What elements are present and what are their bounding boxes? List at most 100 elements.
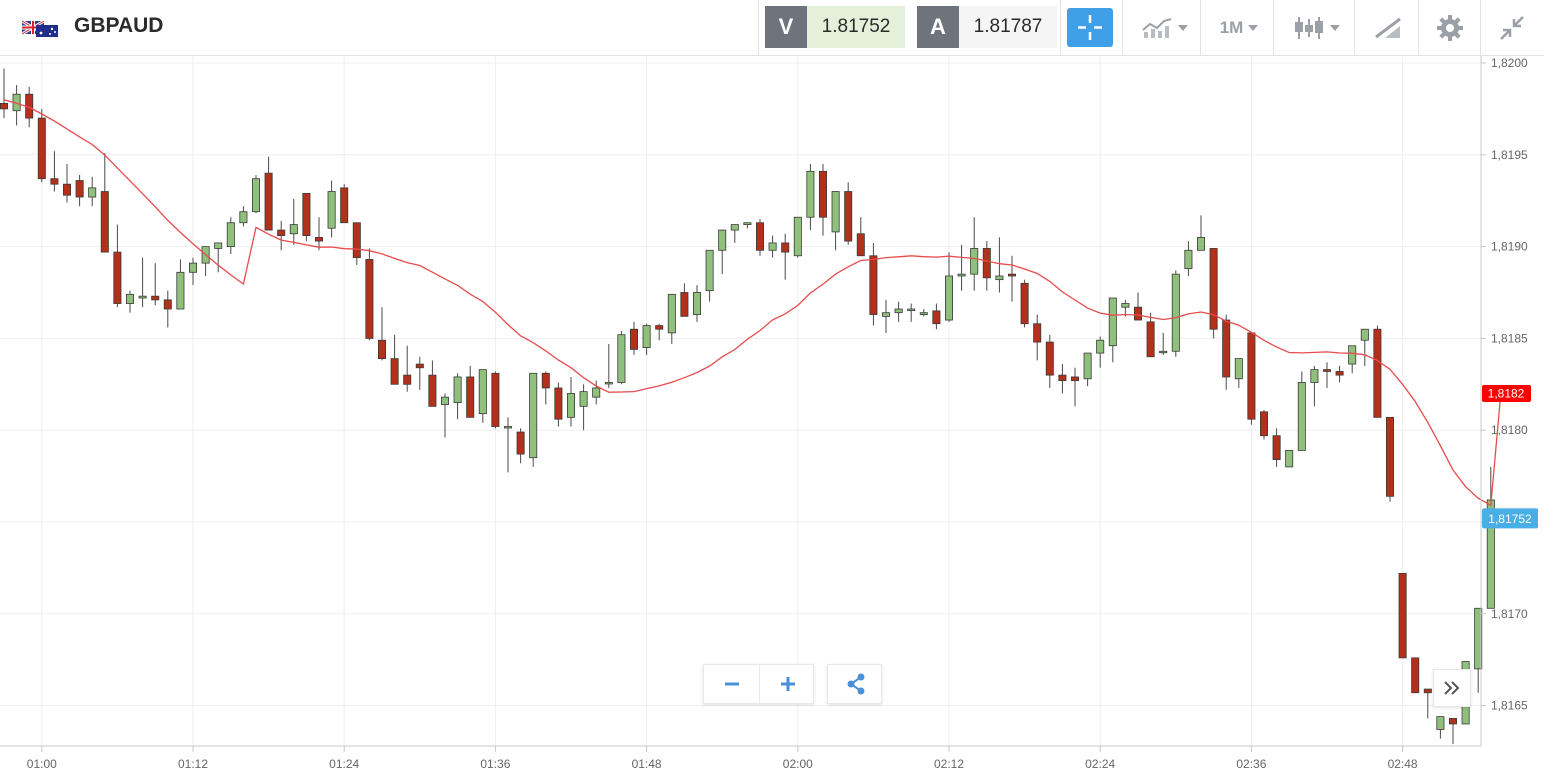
price-chart[interactable]: 1,82001,81951,81901,81851,81801,81751,81…	[0, 56, 1544, 783]
candle-body-down	[37, 117, 46, 180]
crosshair-icon	[1078, 15, 1102, 40]
candle-body-up	[995, 275, 1004, 281]
moving-average-line	[3, 99, 1502, 507]
toolbar-divider	[1480, 0, 1481, 56]
candle-body-down	[541, 372, 550, 389]
candle-body-down	[415, 363, 424, 369]
candle-body-up	[604, 382, 613, 385]
current-price-label: 1,81752	[1488, 512, 1532, 526]
candle-body-up	[970, 248, 979, 275]
chart-type-button[interactable]	[1130, 0, 1198, 56]
crosshair-button[interactable]	[1067, 8, 1113, 47]
chart-grid	[0, 56, 1481, 746]
candle-body-down	[1449, 718, 1458, 725]
candle	[0, 68, 8, 119]
time-tick-label: 02:24	[1085, 757, 1115, 771]
candle	[1146, 312, 1155, 358]
candle	[377, 307, 386, 361]
toolbar-divider	[758, 0, 759, 56]
share-icon-wrap	[828, 665, 883, 703]
candle	[1386, 416, 1395, 502]
candle-body-up	[894, 308, 903, 314]
candle	[768, 235, 777, 258]
candle-body-down	[264, 172, 273, 231]
zoom-in-button[interactable]	[760, 665, 815, 703]
candle	[239, 206, 248, 227]
candle-body-up	[188, 262, 197, 273]
zoom-divider	[759, 665, 760, 703]
candle	[251, 174, 260, 214]
candle	[541, 371, 550, 405]
candle	[188, 257, 197, 286]
chart-type-icon	[1141, 18, 1171, 38]
candle-body-down	[655, 325, 664, 330]
candle	[730, 224, 739, 243]
candle	[1083, 352, 1092, 387]
candle-body-down	[819, 170, 828, 218]
candle	[1373, 325, 1382, 418]
candle-body-down	[516, 431, 525, 455]
candle-body-up	[1197, 237, 1206, 251]
candle-body-up	[126, 293, 135, 304]
time-tick-label: 02:12	[934, 757, 964, 771]
candle	[705, 249, 714, 302]
candle	[163, 290, 172, 328]
candle-body-down	[163, 299, 172, 310]
candle	[819, 163, 828, 236]
candle-body-up	[579, 391, 588, 407]
share-button[interactable]	[827, 664, 882, 704]
drawing-tools-icon	[1375, 17, 1401, 39]
instrument-symbol: GBPAUD	[74, 14, 164, 37]
candle	[12, 85, 21, 126]
price-tick-label: 1,8180	[1491, 423, 1528, 437]
time-tick-label: 02:48	[1388, 757, 1418, 771]
candle-body-down	[1045, 341, 1054, 376]
candle-body-down	[554, 387, 563, 420]
candle	[1159, 332, 1168, 355]
gear-icon	[1437, 15, 1463, 41]
candle-body-up	[667, 293, 676, 334]
collapse-button[interactable]	[1484, 0, 1540, 56]
candle	[1071, 367, 1080, 407]
sell-price[interactable]: 1.81752	[807, 6, 905, 48]
candle	[226, 217, 235, 254]
candle	[1222, 314, 1231, 390]
candle-body-up	[1171, 273, 1180, 352]
candle	[907, 303, 916, 322]
scroll-to-latest-button[interactable]	[1433, 669, 1471, 707]
candle	[919, 309, 928, 317]
candle	[1310, 365, 1319, 407]
candle	[314, 217, 323, 251]
candle-body-down	[1398, 573, 1407, 659]
candle-body-up	[1184, 249, 1193, 270]
settings-button[interactable]	[1422, 0, 1478, 56]
candle-body-up	[251, 178, 260, 213]
candle	[693, 285, 702, 322]
time-tick-label: 01:12	[178, 757, 208, 771]
candle	[264, 156, 273, 231]
candle-body-up	[176, 271, 185, 310]
timeframe-button[interactable]: 1M	[1206, 0, 1272, 56]
timeframe-label: 1M	[1219, 18, 1244, 37]
chevron-down-icon	[1329, 25, 1340, 31]
candle-style-button[interactable]	[1280, 0, 1352, 56]
candle-body-down	[75, 180, 84, 198]
drawing-tools-button[interactable]	[1360, 0, 1416, 56]
candle	[970, 217, 979, 291]
candle-body-down	[1008, 273, 1017, 277]
candle-body-up	[88, 187, 97, 198]
candle	[1335, 365, 1344, 383]
candle	[1020, 279, 1029, 328]
candle	[1436, 716, 1445, 739]
buy-label[interactable]: A	[917, 6, 959, 48]
candle-body-up	[567, 393, 576, 418]
sell-label[interactable]: V	[765, 6, 807, 48]
time-tick-label: 01:48	[632, 757, 662, 771]
buy-price[interactable]: 1.81787	[959, 6, 1057, 48]
candle	[1360, 328, 1369, 366]
candle	[592, 380, 601, 405]
collapse-icon	[1500, 16, 1524, 40]
candle-body-up	[693, 292, 702, 315]
zoom-out-button[interactable]	[704, 665, 759, 703]
candle	[604, 343, 613, 388]
